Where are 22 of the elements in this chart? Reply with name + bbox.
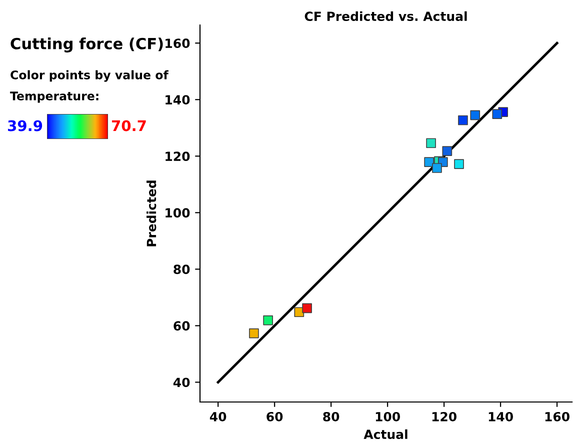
- y-tick-label: 60: [174, 321, 190, 331]
- y-tick-label: 100: [166, 208, 190, 218]
- x-axis-title: Actual: [364, 429, 408, 440]
- x-tick-label: 140: [488, 412, 513, 422]
- y-tick-label: 40: [173, 378, 190, 388]
- x-tick-label: 160: [545, 412, 570, 422]
- text: 70.7: [112, 120, 146, 132]
- y-tick-label: 140: [166, 95, 190, 105]
- text: Cutting force (CF): [10, 38, 163, 52]
- y-tick-label: 120: [166, 152, 190, 162]
- text: Color points by value of: [10, 70, 168, 82]
- x-tick-label: 40: [210, 412, 226, 422]
- text: Temperature:: [10, 92, 98, 103]
- x-tick-label: 100: [376, 412, 400, 422]
- y-tick-label: 160: [166, 38, 190, 48]
- x-tick-label: 60: [266, 412, 283, 422]
- y-axis-title: Predicted: [146, 180, 156, 246]
- text: 39.9: [8, 120, 42, 132]
- x-tick-label: 120: [432, 412, 456, 422]
- y-tick-label: 80: [174, 264, 190, 274]
- chart-title: CF Predicted vs. Actual: [304, 11, 467, 22]
- x-tick-label: 80: [323, 412, 340, 422]
